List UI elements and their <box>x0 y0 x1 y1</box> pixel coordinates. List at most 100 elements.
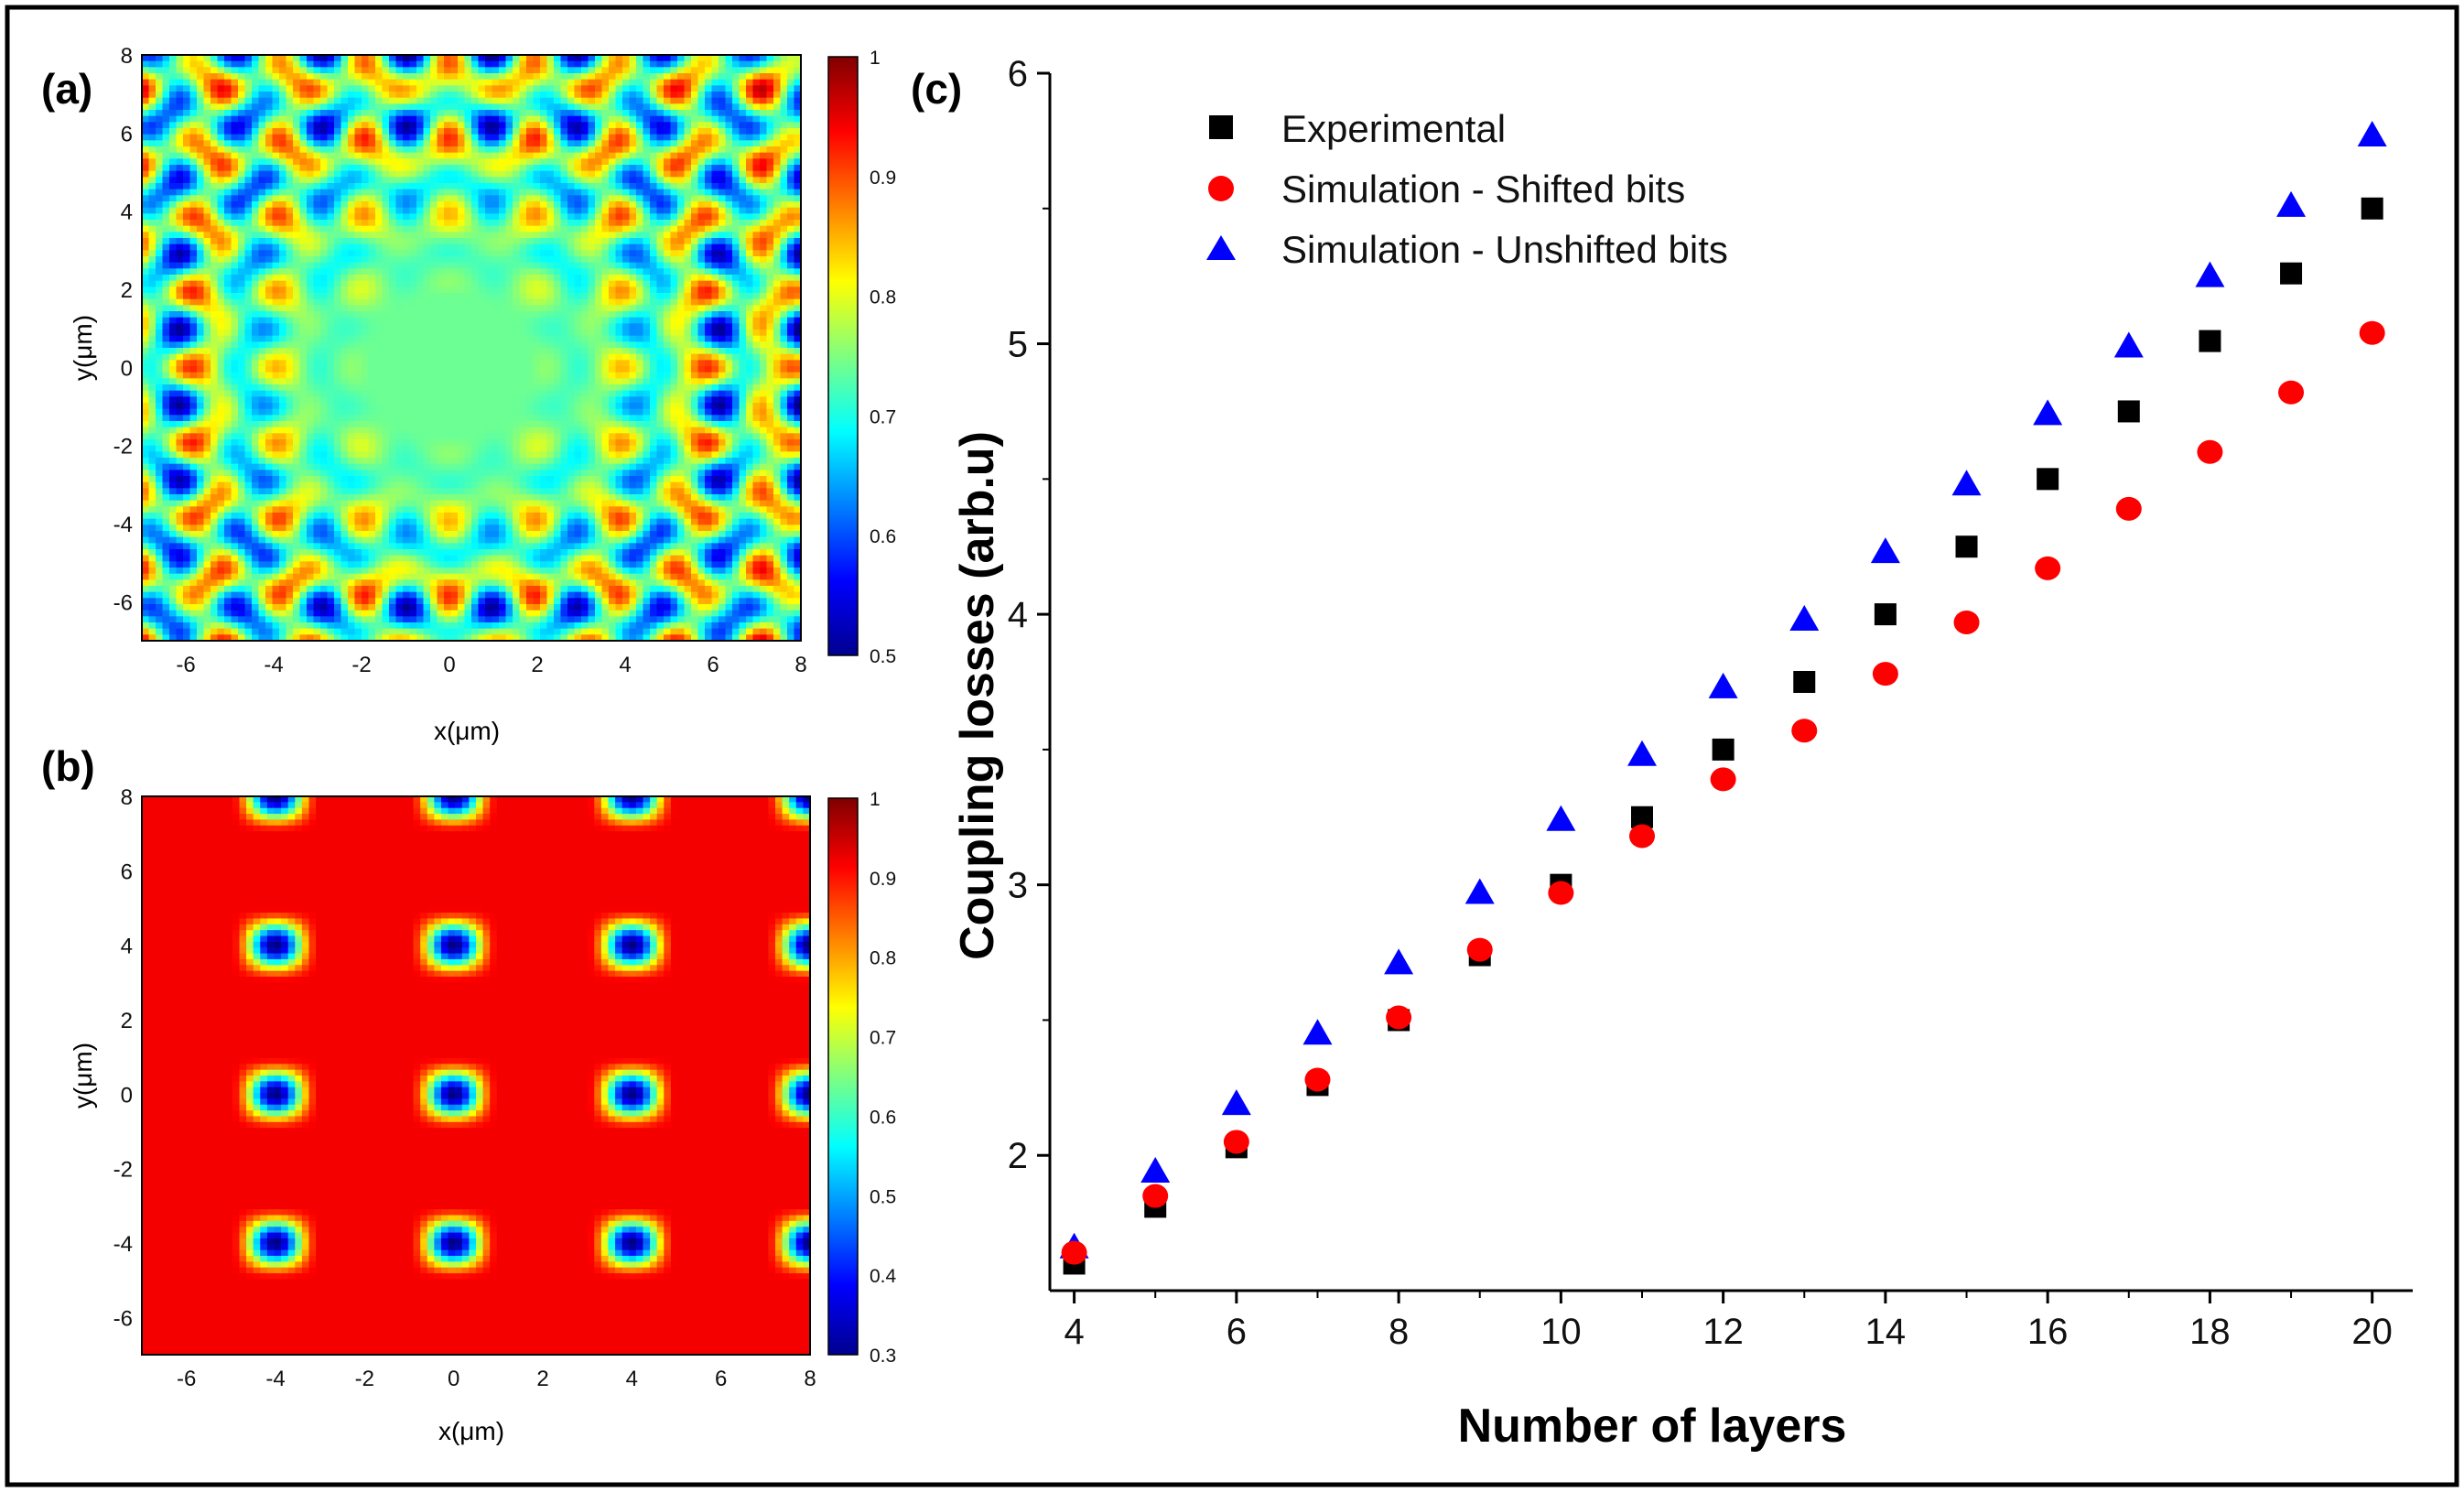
heatmap-a-cell <box>492 134 500 141</box>
heatmap-a-cell <box>389 311 397 319</box>
heatmap-a-cell <box>354 195 362 202</box>
heatmap-a-cell <box>382 189 390 196</box>
heatmap-a-cell <box>293 427 301 434</box>
heatmap-a-cell <box>265 250 274 257</box>
heatmap-a-cell <box>286 323 294 330</box>
heatmap-a-cell <box>320 298 329 306</box>
heatmap-a-cell <box>293 330 301 337</box>
heatmap-a-cell <box>272 622 280 630</box>
heatmap-a-cell <box>334 555 342 562</box>
heatmap-a-cell <box>244 555 253 562</box>
heatmap-a-cell <box>423 555 431 562</box>
heatmap-a-cell <box>348 616 356 623</box>
heatmap-a-cell <box>485 403 493 410</box>
heatmap-a-cell <box>265 360 274 367</box>
heatmap-a-cell <box>492 604 500 611</box>
heatmap-a-cell <box>375 598 384 605</box>
heatmap-a-cell <box>252 183 260 190</box>
heatmap-a-cell <box>389 256 397 264</box>
heatmap-a-cell <box>368 622 376 630</box>
heatmap-a-cell <box>197 586 205 593</box>
heatmap-a-cell <box>450 213 459 221</box>
heatmap-a-cell <box>299 513 308 520</box>
heatmap-a-cell <box>211 280 219 287</box>
heatmap-a-cell <box>148 524 157 532</box>
heatmap-a-cell <box>307 445 315 452</box>
heatmap-a-cell <box>307 518 315 525</box>
heatmap-a-cell <box>307 549 315 557</box>
heatmap-a-cell <box>299 341 308 349</box>
heatmap-a-cell <box>409 458 417 465</box>
heatmap-a-cell <box>485 195 493 202</box>
heatmap-a-cell <box>238 317 246 324</box>
heatmap-a-cell <box>334 128 342 135</box>
heatmap-a-cell <box>334 323 342 330</box>
heatmap-a-cell <box>423 238 431 245</box>
heatmap-a-cell <box>444 330 452 337</box>
heatmap-a-cell <box>176 207 184 214</box>
heatmap-a-cell <box>169 85 178 92</box>
heatmap-a-cell <box>286 165 294 172</box>
heatmap-a-cell <box>327 207 335 214</box>
heatmap-a-cell <box>148 128 157 135</box>
heatmap-a-cell <box>272 366 280 373</box>
heatmap-a-cell <box>307 122 315 129</box>
heatmap-a-cell <box>244 158 253 166</box>
heatmap-a-cell <box>368 183 376 190</box>
heatmap-a-cell <box>272 146 280 154</box>
heatmap-a-cell <box>450 396 459 404</box>
heatmap-a-cell <box>478 177 486 184</box>
heatmap-a-cell <box>382 476 390 483</box>
heatmap-a-cell <box>156 384 164 392</box>
heatmap-a-cell <box>444 140 452 147</box>
heatmap-a-cell <box>217 506 225 514</box>
heatmap-a-cell <box>368 458 376 465</box>
heatmap-a-cell <box>354 73 362 81</box>
heatmap-a-cell <box>272 256 280 264</box>
heatmap-a-cell <box>279 250 287 257</box>
heatmap-a-cell <box>148 293 157 300</box>
heatmap-a-cell <box>148 494 157 502</box>
heatmap-a-cell <box>313 421 321 428</box>
heatmap-a-cell <box>313 415 321 422</box>
heatmap-a-cell <box>231 73 239 81</box>
heatmap-a-cell <box>238 518 246 525</box>
heatmap-a-cell <box>423 628 431 635</box>
heatmap-a-cell <box>156 110 164 117</box>
heatmap-a-cell <box>238 378 246 385</box>
heatmap-a-cell <box>217 415 225 422</box>
heatmap-a-cell <box>176 298 184 306</box>
heatmap-a-cell <box>450 207 459 214</box>
heatmap-a-cell <box>265 256 274 264</box>
heatmap-a-cell <box>238 158 246 166</box>
heatmap-a-cell <box>265 549 274 557</box>
heatmap-a-cell <box>382 543 390 550</box>
heatmap-a-cell <box>231 97 239 104</box>
heatmap-a-cell <box>471 115 480 123</box>
heatmap-a-cell <box>444 403 452 410</box>
heatmap-a-cell <box>375 103 384 111</box>
heatmap-a-cell <box>382 555 390 562</box>
heatmap-a-cell <box>478 225 486 232</box>
heatmap-a-cell <box>307 610 315 617</box>
heatmap-a-cell <box>464 408 472 416</box>
heatmap-a-cell <box>224 146 232 154</box>
heatmap-a-cell <box>395 408 404 416</box>
heatmap-a-cell <box>354 256 362 264</box>
heatmap-a-cell <box>409 372 417 379</box>
heatmap-a-cell <box>389 531 397 538</box>
heatmap-a-cell <box>389 232 397 239</box>
heatmap-a-cell <box>272 494 280 502</box>
heatmap-a-cell <box>183 79 191 86</box>
heatmap-a-cell <box>327 543 335 550</box>
heatmap-a-cell <box>231 335 239 342</box>
heatmap-a-cell <box>464 494 472 502</box>
heatmap-a-cell <box>286 298 294 306</box>
heatmap-a-cell <box>217 213 225 221</box>
heatmap-a-cell <box>340 152 349 159</box>
heatmap-a-cell <box>389 165 397 172</box>
heatmap-a-cell <box>368 189 376 196</box>
heatmap-a-cell <box>492 451 500 459</box>
heatmap-a-cell <box>458 458 466 465</box>
heatmap-a-cell <box>403 73 411 81</box>
